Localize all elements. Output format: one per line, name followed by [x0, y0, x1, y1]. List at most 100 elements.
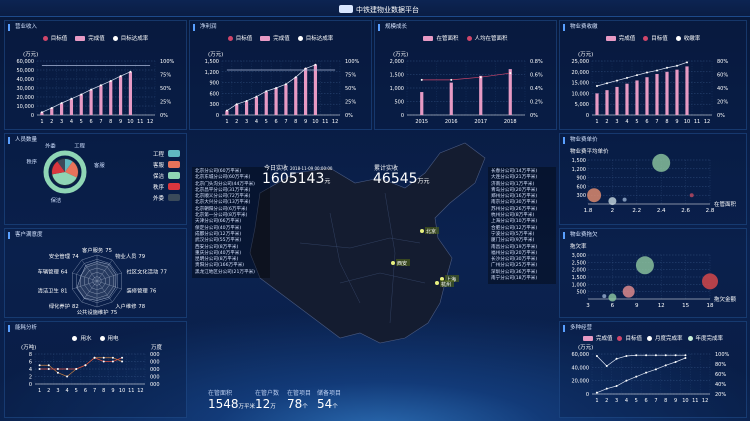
- branch-item[interactable]: 杭州分公司(8万平米): [491, 213, 535, 219]
- y-tick-label: 600: [209, 91, 219, 97]
- indicator-value: 79: [138, 254, 145, 260]
- branch-item[interactable]: 厦门分公司(9万平米): [491, 238, 535, 244]
- legend-item[interactable]: 在管面积: [423, 34, 459, 42]
- branch-item[interactable]: 北京东城分公司(60万平米): [195, 175, 251, 181]
- branch-item[interactable]: 北京朝阳分公司(6万平米): [195, 206, 248, 212]
- bar: [225, 110, 229, 115]
- china-map[interactable]: 北京 西安 上海 杭州: [190, 133, 557, 383]
- branch-item[interactable]: 南昌分公司(19万平米): [491, 244, 538, 250]
- branch-item[interactable]: 北京第一分公司(8万平米): [195, 213, 248, 219]
- y-tick-label: 10,000: [17, 104, 35, 110]
- data-point: [66, 368, 69, 370]
- indicator-name: 绿化养护: [49, 302, 70, 310]
- y2-tick-label: 0%: [717, 113, 725, 119]
- branch-item[interactable]: 长春分公司(14万平米): [491, 169, 538, 174]
- legend-item[interactable]: 目标值: [42, 34, 67, 42]
- y-tick-label: 40,000: [17, 77, 35, 83]
- data-point: [70, 97, 73, 100]
- branch-item[interactable]: 黑龙江地区分公司(21万平米): [195, 269, 255, 275]
- branch-item[interactable]: 大连分公司(21万平米): [491, 175, 538, 181]
- y2-tick-label: 0.2%: [530, 100, 543, 106]
- data-point: [93, 356, 96, 359]
- bubble: [608, 293, 617, 302]
- branch-item[interactable]: 天津分公司(66万平米): [195, 219, 242, 225]
- branch-item[interactable]: 宁波分公司(5万平米): [491, 231, 535, 237]
- legend-item[interactable]: 完成值: [75, 34, 105, 42]
- panel-scale: 规模成长 在管面积 人均在管面积 (万元) 0 500 1,000 1,500 2,000…: [374, 20, 557, 130]
- branch-item[interactable]: 贵阳分公司(166万平米): [195, 263, 245, 269]
- bubble: [689, 193, 694, 198]
- data-point: [56, 371, 59, 374]
- branch-item[interactable]: 北京顺义分公司(72万平米): [195, 194, 251, 200]
- radar-axis: [96, 280, 113, 303]
- branch-item[interactable]: 南京分公司(30万平米): [491, 200, 538, 206]
- legend-item[interactable]: 外委: [153, 192, 180, 203]
- branch-item[interactable]: 苏州分公司(26万平米): [491, 206, 538, 212]
- bar: [685, 66, 689, 115]
- y2-tick-label: 80%: [717, 59, 728, 65]
- legend-item[interactable]: 人均在管面积: [466, 34, 508, 42]
- branch-item[interactable]: 郑州分公司(16万平米): [491, 194, 538, 200]
- x-tick-label: 7: [93, 388, 96, 394]
- branch-item[interactable]: 广州分公司(25万平米): [491, 263, 538, 269]
- branch-item[interactable]: 北京门头沟分公司(44万平米): [195, 181, 255, 187]
- branch-item[interactable]: 昆明分公司(8万平米): [195, 257, 239, 263]
- y-tick-label: 3,000: [572, 253, 586, 259]
- marker-beijing[interactable]: 北京: [420, 227, 439, 235]
- x-tick-label: 2.8: [706, 208, 715, 214]
- legend-item[interactable]: 目标值: [617, 334, 642, 342]
- branch-item[interactable]: 北京分公司(60万平米): [195, 169, 242, 174]
- marker-xian[interactable]: 西安: [391, 259, 410, 267]
- radar-indicator-label: 入户维修 78: [115, 302, 146, 310]
- legend-item[interactable]: 客服: [153, 159, 180, 170]
- legend-item[interactable]: 完成值: [260, 34, 290, 42]
- branch-item[interactable]: 西安分公司(8万平米): [195, 244, 239, 250]
- y-tick-label: 0: [586, 392, 589, 398]
- branch-item[interactable]: 济南分公司(1万平米): [491, 181, 535, 187]
- x-tick-label: 12: [332, 119, 338, 125]
- legend-item[interactable]: 目标值: [227, 34, 252, 42]
- profit-chart: (万元) 0 300 600 900 1,200 1,500 0% 25% 50% 75% 100% 1…: [205, 51, 360, 125]
- branch-item[interactable]: 北京大兴分公司(13万平米): [195, 200, 251, 206]
- x-tick-label: 10: [312, 119, 318, 125]
- branch-item[interactable]: 成都分公司(12万平米): [195, 231, 242, 237]
- series-line: [596, 62, 688, 87]
- legend-item[interactable]: 完成值: [605, 34, 635, 42]
- legend-item[interactable]: 收缴率: [675, 34, 700, 42]
- marker-hangzhou[interactable]: 杭州: [435, 280, 454, 288]
- branch-item[interactable]: 青岛分公司(20万平米): [491, 187, 538, 193]
- branch-item[interactable]: 上海分公司(10万平米): [491, 219, 538, 225]
- legend-item[interactable]: 工程: [153, 148, 180, 159]
- y-axis-label: (万吨): [21, 343, 36, 351]
- data-point: [686, 61, 688, 64]
- legend-item[interactable]: 秩序: [153, 181, 180, 192]
- y2-tick-label: 000: [150, 360, 160, 366]
- branch-item[interactable]: 长沙分公司(30万平米): [491, 257, 538, 263]
- legend-item[interactable]: 目标值: [643, 34, 668, 42]
- branch-item[interactable]: 合肥分公司(12万平米): [491, 225, 538, 231]
- x-tick-label: 7: [655, 119, 658, 125]
- legend-item[interactable]: 用水: [72, 334, 92, 342]
- branch-item[interactable]: 保定分公司(40万平米): [195, 225, 242, 231]
- y-tick-label: 900: [209, 81, 219, 87]
- branch-item[interactable]: 福州分公司(20万平米): [491, 250, 538, 256]
- legend-item[interactable]: 保洁: [153, 170, 180, 181]
- x-tick-label: 1: [595, 119, 598, 125]
- branch-item[interactable]: 重庆分公司(40万平米): [195, 250, 242, 256]
- branch-item[interactable]: 北京昌平分公司(31万平米): [195, 187, 251, 193]
- panel-title: 多种经营: [563, 325, 592, 332]
- branch-item[interactable]: 南宁分公司(18万平米): [491, 276, 538, 282]
- branch-item[interactable]: 武汉分公司(55万平米): [195, 238, 242, 244]
- x-tick-label: 10: [119, 388, 125, 394]
- legend-item[interactable]: 用电: [99, 334, 119, 342]
- x-tick-label: 12: [137, 388, 143, 394]
- bubble: [587, 188, 602, 203]
- legend-item[interactable]: 完成值: [582, 334, 612, 342]
- series-line: [41, 71, 131, 113]
- legend-item[interactable]: 年度完成率: [687, 334, 723, 342]
- legend-item[interactable]: 月度完成率: [647, 334, 683, 342]
- legend-item[interactable]: 目标达成率: [112, 34, 148, 42]
- legend-item[interactable]: 目标达成率: [297, 34, 333, 42]
- branch-item[interactable]: 深圳分公司(36万平米): [491, 269, 538, 275]
- slice-label: 客服: [94, 161, 105, 169]
